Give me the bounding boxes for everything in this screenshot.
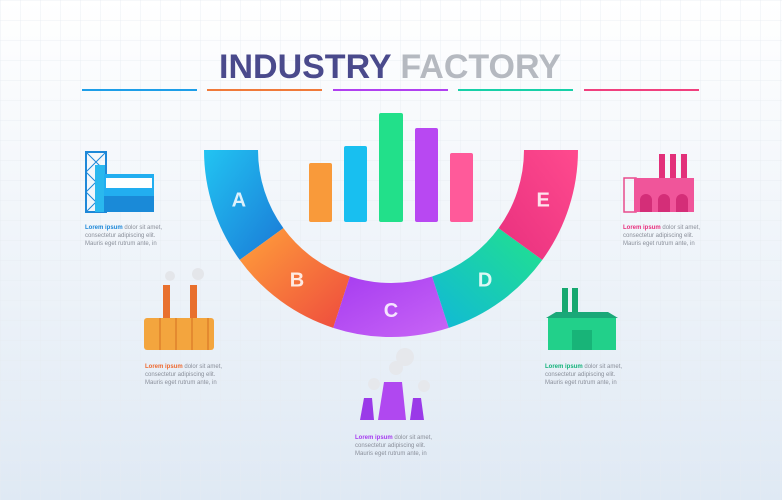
ring-segment [498, 150, 578, 260]
text-line: Mauris eget rutrum ante, in [355, 451, 427, 457]
title-first: INDUSTRY [219, 48, 392, 86]
text-line: consectetur adipiscing elit. [145, 372, 216, 378]
text-line: Lorem ipsum dolor sit amet, [623, 225, 700, 231]
icon-factory-pink [623, 154, 694, 213]
title: INDUSTRY FACTORY [219, 48, 561, 86]
line-text: dolor sit amet, [584, 364, 622, 370]
icon-cooling-towers [360, 348, 430, 420]
text-line: Lorem ipsum dolor sit amet, [355, 435, 432, 441]
highlight: Lorem ipsum [355, 435, 393, 441]
line-text: dolor sit amet, [662, 225, 700, 231]
bar-shape [379, 113, 403, 222]
ring-segment [432, 228, 543, 328]
ring-segment [239, 228, 350, 328]
segment-letter: A [232, 189, 246, 211]
segment-letter: E [536, 189, 549, 211]
icon-factory-green [546, 288, 618, 350]
ring: A B C D E [204, 150, 578, 337]
text-line: Mauris eget rutrum ante, in [545, 380, 617, 386]
line-text: dolor sit amet, [394, 435, 432, 441]
text-line: consectetur adipiscing elit. [545, 372, 616, 378]
highlight: Lorem ipsum [623, 225, 661, 231]
ring-segment [333, 276, 449, 337]
highlight: Lorem ipsum [85, 225, 123, 231]
bar-shape [309, 163, 332, 222]
bar-shape [450, 153, 473, 222]
text-line: Lorem ipsum dolor sit amet, [145, 364, 222, 370]
text-line: Mauris eget rutrum ante, in [85, 241, 157, 247]
ring-segment [204, 150, 284, 260]
title-second: FACTORY [400, 48, 561, 86]
segment-letter: D [478, 269, 492, 291]
segment-letter: B [290, 269, 304, 291]
segment-letter: C [384, 300, 398, 322]
bar-shape [344, 146, 367, 222]
text-line: consectetur adipiscing elit. [355, 443, 426, 449]
text-line: Lorem ipsum dolor sit amet, [545, 364, 622, 370]
bar-shape [415, 128, 438, 222]
text-line: Mauris eget rutrum ante, in [623, 241, 695, 247]
text-line: Mauris eget rutrum ante, in [145, 380, 217, 386]
bars [309, 113, 473, 222]
icon-factory-orange [144, 268, 214, 350]
text-line: Lorem ipsum dolor sit amet, [85, 225, 162, 231]
text-blocks: Lorem ipsum dolor sit amet, consectetur a… [85, 225, 700, 457]
highlight: Lorem ipsum [145, 364, 183, 370]
line-text: dolor sit amet, [184, 364, 222, 370]
text-line: consectetur adipiscing elit. [85, 233, 156, 239]
highlight: Lorem ipsum [545, 364, 583, 370]
text-line: consectetur adipiscing elit. [623, 233, 694, 239]
line-text: dolor sit amet, [124, 225, 162, 231]
icon-factory-blue [85, 151, 154, 213]
